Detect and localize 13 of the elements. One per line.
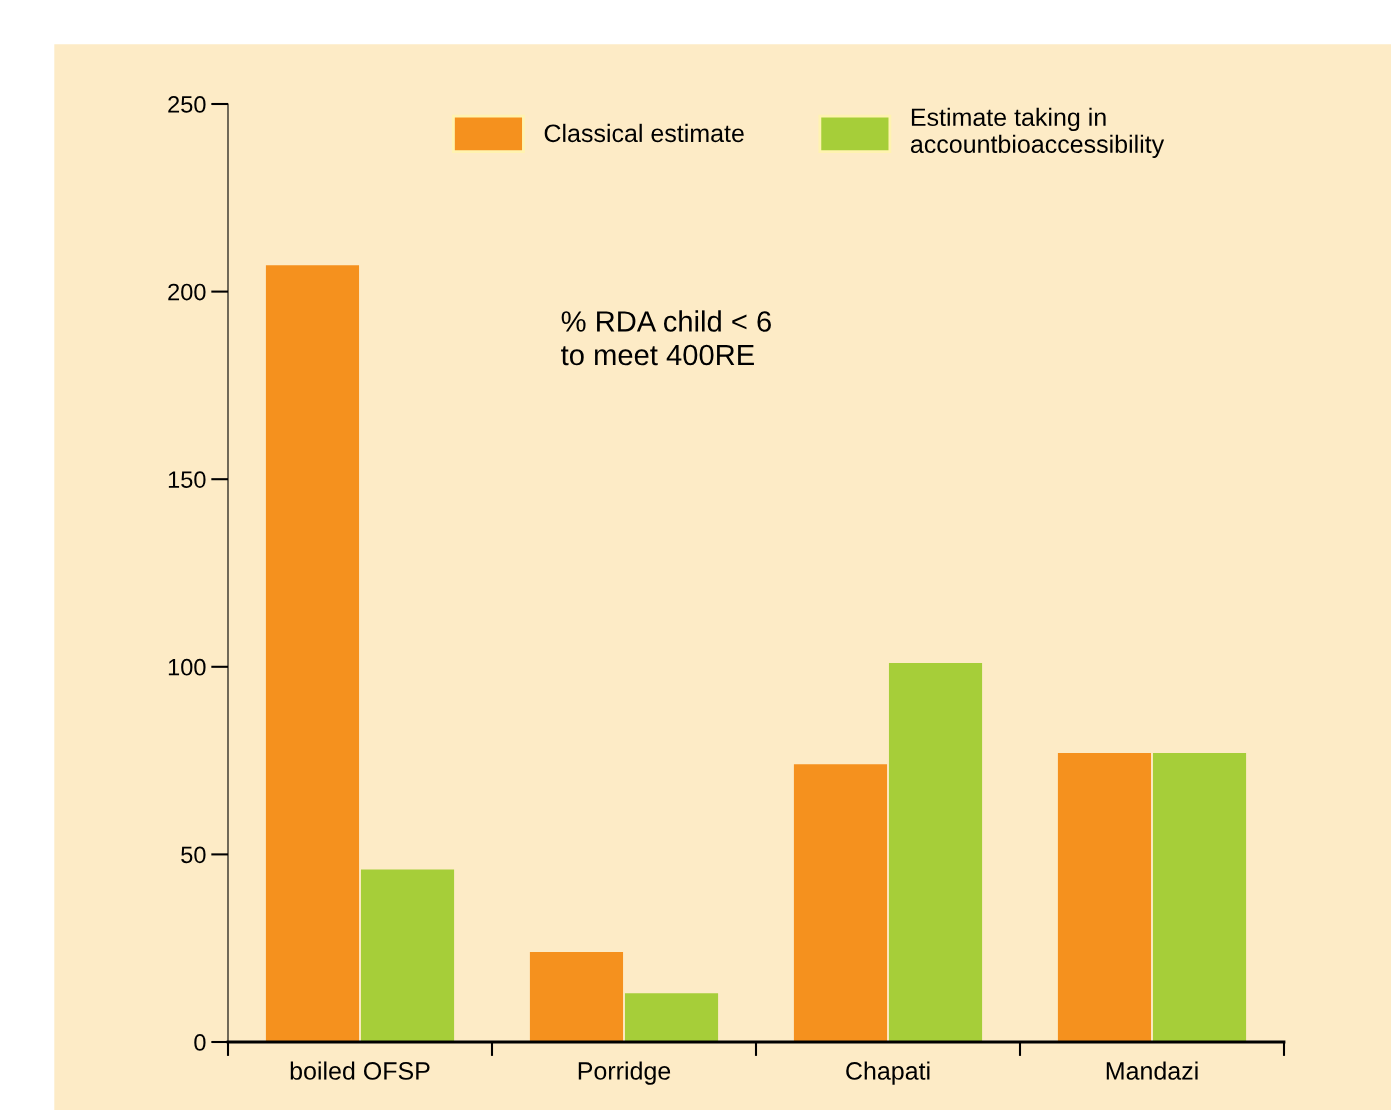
annotation: % RDA child < 6 to meet 400RE — [561, 310, 771, 366]
x-tick-label: boiled OFSP — [290, 1061, 430, 1080]
y-tick-label: 250 — [168, 96, 206, 113]
legend-label: Estimate taking in accountbioaccessibility — [910, 107, 1165, 158]
x-tick-label: Porridge — [578, 1061, 671, 1085]
y-tick-label: 150 — [168, 471, 206, 488]
x-tick-label: Mandazi — [1106, 1061, 1198, 1080]
legend-label: Classical estimate — [544, 123, 744, 143]
x-tick-label: Chapati — [846, 1061, 930, 1085]
y-tick-label: 200 — [168, 283, 206, 301]
y-tick-label: 100 — [168, 658, 206, 676]
y-tick-label: 0 — [194, 1034, 206, 1051]
y-tick-label: 50 — [181, 846, 206, 864]
